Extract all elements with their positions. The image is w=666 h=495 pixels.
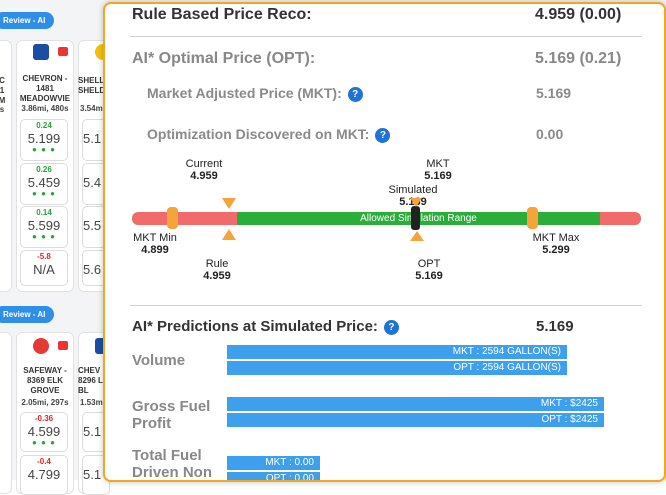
station-distance: 1.53m (80, 398, 103, 407)
station-distance: 3.86mi, 480s (21, 104, 69, 113)
current-marker-icon (222, 198, 236, 209)
profit-label: Gross Fuel Profit (132, 398, 211, 432)
mkt-marker-label: MKT 5.169 (424, 158, 452, 182)
station-name: SHELL SHELD (78, 76, 106, 95)
camera-icon[interactable] (58, 341, 68, 350)
volume-label: Volume (132, 352, 186, 369)
review-ai-button[interactable]: Review - AI (0, 306, 55, 323)
review-ai-button[interactable]: Review - AI (0, 12, 55, 29)
mkt-marker-icon (410, 198, 422, 207)
camera-icon[interactable] (58, 47, 68, 56)
mkt-value: 5.169 (536, 85, 572, 101)
price-box[interactable]: -5.8 N/A (20, 250, 68, 286)
predictions-value: 5.169 (536, 318, 574, 335)
profit-mkt-bar: MKT : $2425 (227, 397, 604, 411)
price-reco-popup: Rule Based Price Reco: 4.959 (0.00) AI* … (103, 2, 666, 482)
discovered-label: Optimization Discovered on MKT:? (147, 126, 391, 143)
rule-based-label: Rule Based Price Reco: (132, 6, 312, 23)
station-distance: 2.05mi, 297s (21, 398, 69, 407)
rule-marker-label: Rule 4.959 (203, 258, 231, 282)
chevron-logo-icon (33, 44, 49, 60)
price-box[interactable]: 0.14 5.599 ● ● ● (20, 206, 68, 248)
nonfuel-label: Total Fuel Driven Non (132, 447, 213, 481)
divider (130, 36, 642, 37)
opt-marker-icon (410, 231, 424, 241)
station-name: SAFEWAY - 8369 ELK GROVE (23, 366, 67, 395)
mkt-min-label: MKT Min 4.899 (133, 232, 177, 256)
station-card[interactable] (0, 332, 12, 494)
current-marker-label: Current 4.959 (185, 158, 223, 182)
predictions-label: AI* Predictions at Simulated Price:? (132, 318, 399, 335)
discovered-value: 0.00 (536, 126, 564, 142)
price-box[interactable]: 0.24 5.199 ● ● ● (20, 119, 68, 161)
station-distance: 3.54m (80, 104, 103, 113)
volume-opt-bar: OPT : 2594 GALLON(S) (227, 361, 567, 375)
profit-opt-bar: OPT : $2425 (227, 413, 604, 427)
volume-mkt-bar: MKT : 2594 GALLON(S) (227, 345, 567, 359)
mkt-min-handle (167, 207, 178, 229)
safeway-logo-icon (33, 338, 49, 354)
nonfuel-mkt-bar: MKT : 0.00 (227, 456, 320, 470)
station-name: CHEVRON - 1481 MEADOWVIE (19, 74, 71, 103)
price-box[interactable]: -0.36 4.599 ● ● ● (20, 412, 68, 452)
simulated-price-handle[interactable] (411, 206, 420, 230)
opt-value: 5.169 (0.21) (535, 50, 622, 67)
opt-marker-label: OPT 5.169 (415, 258, 443, 282)
divider (130, 305, 642, 306)
help-icon[interactable]: ? (383, 319, 399, 335)
mkt-label: Market Adjusted Price (MKT):? (147, 85, 363, 102)
mkt-max-label: MKT Max 5.299 (532, 232, 580, 256)
rule-marker-icon (222, 229, 236, 240)
opt-label: AI* Optimal Price (OPT): (132, 50, 316, 67)
station-card[interactable] (0, 40, 12, 292)
station-name: CHEV 8296 L BL (78, 366, 103, 395)
help-icon[interactable]: ? (347, 86, 363, 102)
price-box[interactable]: -0.4 4.799 (20, 455, 68, 495)
rule-based-value: 4.959 (0.00) (535, 6, 622, 23)
help-icon[interactable]: ? (375, 127, 391, 143)
mkt-max-handle (527, 207, 538, 229)
price-box[interactable]: 0.26 5.459 ● ● ● (20, 163, 68, 205)
nonfuel-opt-bar: OPT : 0.00 (227, 472, 320, 480)
